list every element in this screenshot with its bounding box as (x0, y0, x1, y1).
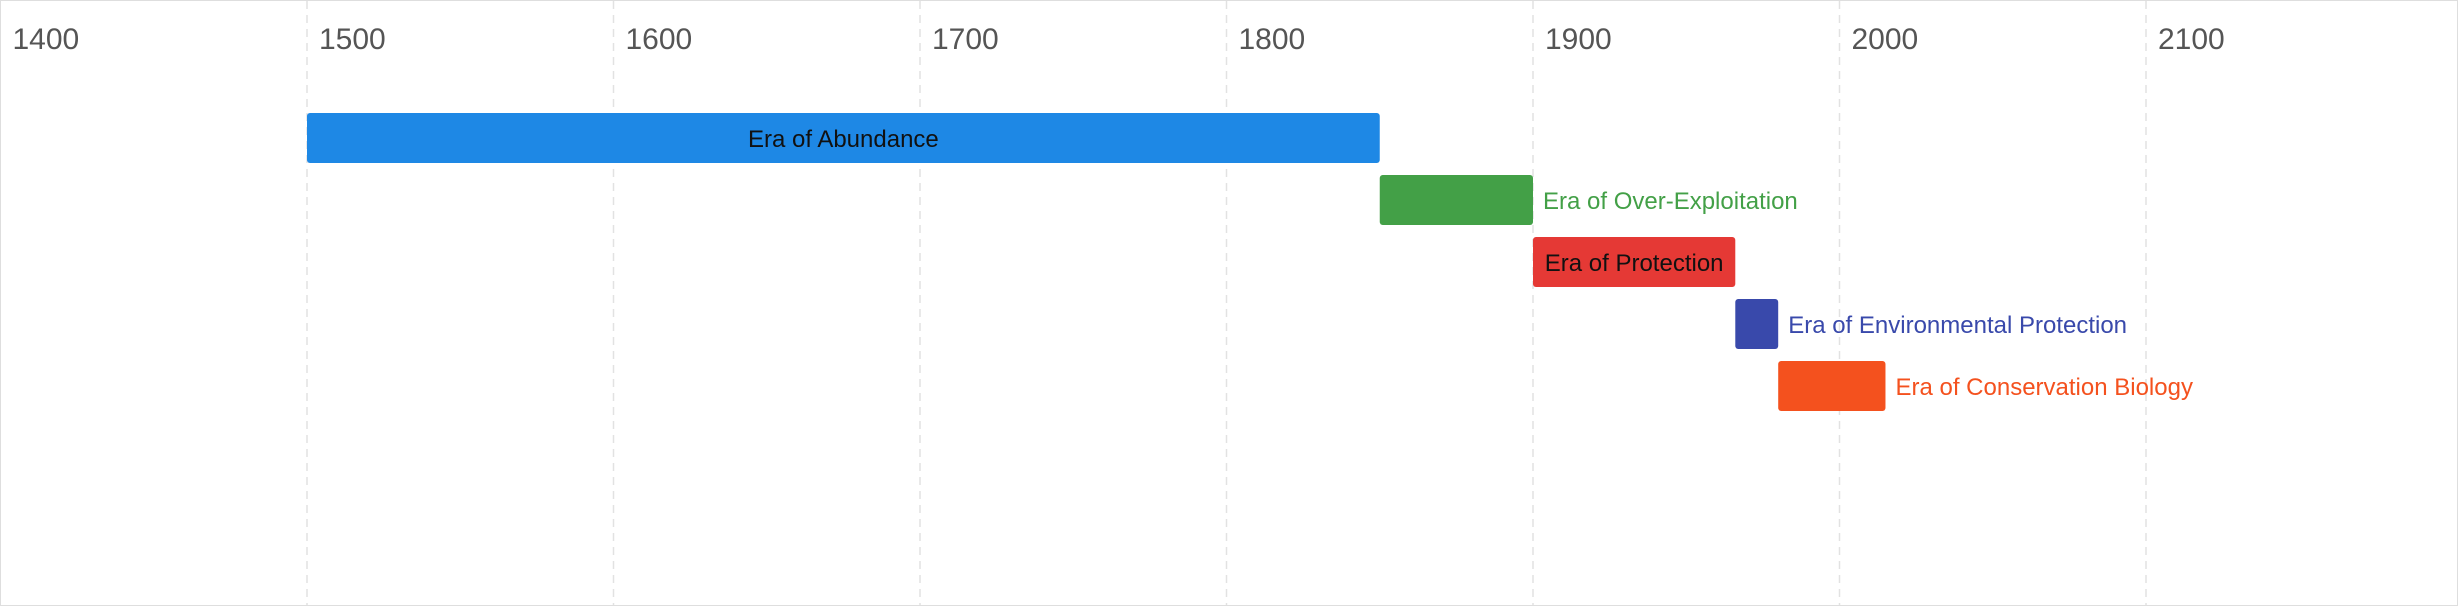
x-tick-label-1600: 1600 (626, 23, 693, 56)
x-tick-label-2000: 2000 (1852, 23, 1919, 56)
bar-label-era-of-environmental-protection: Era of Environmental Protection (1788, 312, 2127, 339)
bar-label-era-of-abundance: Era of Abundance (748, 126, 939, 153)
bar-era-of-abundance[interactable] (307, 113, 1380, 163)
bar-era-of-over-exploitation[interactable] (1379, 175, 1533, 225)
x-tick-label-1500: 1500 (319, 23, 386, 56)
bar-label-era-of-protection: Era of Protection (1545, 250, 1724, 277)
x-tick-label-1900: 1900 (1545, 23, 1612, 56)
x-tick-label-1800: 1800 (1239, 23, 1306, 56)
x-tick-label-1700: 1700 (932, 23, 999, 56)
x-tick-label-2100: 2100 (2158, 23, 2225, 56)
bar-label-era-of-over-exploitation: Era of Over-Exploitation (1543, 188, 1798, 215)
x-tick-label-1400: 1400 (13, 23, 80, 56)
bar-era-of-environmental-protection[interactable] (1735, 299, 1779, 349)
bar-era-of-conservation-biology[interactable] (1778, 361, 1886, 411)
bar-label-era-of-conservation-biology: Era of Conservation Biology (1895, 374, 2193, 401)
bar-era-of-protection[interactable] (1533, 237, 1736, 287)
